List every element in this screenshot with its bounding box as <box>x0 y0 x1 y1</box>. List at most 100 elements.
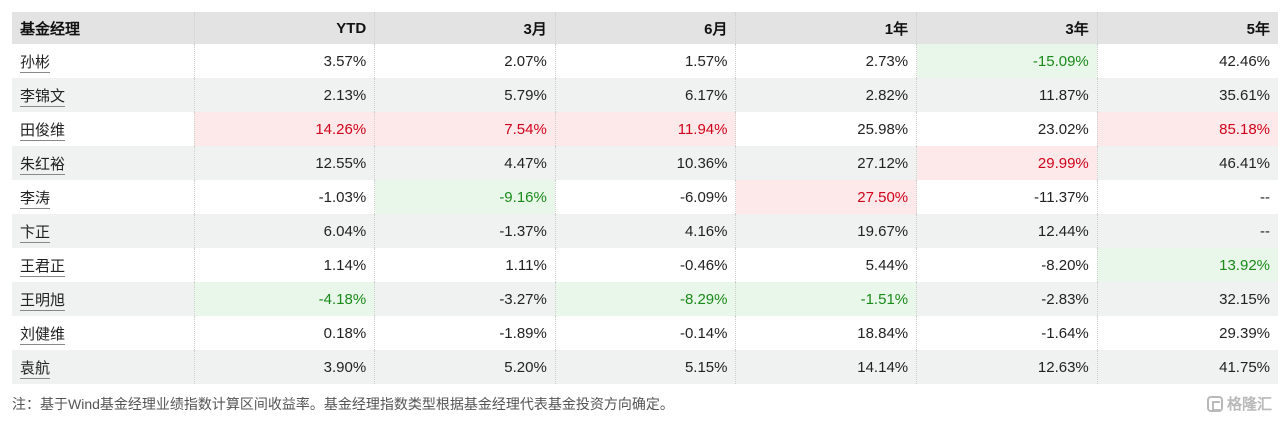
return-cell: -0.14% <box>555 316 737 350</box>
fund-manager-name-cell[interactable]: 王明旭 <box>12 282 195 316</box>
return-cell: 12.44% <box>916 214 1098 248</box>
header-fund-manager[interactable]: 基金经理 <box>12 12 195 44</box>
return-cell: 23.02% <box>916 112 1098 146</box>
return-cell: -1.37% <box>374 214 556 248</box>
gelonghui-logo-icon <box>1206 395 1223 412</box>
return-cell: -9.16% <box>374 180 556 214</box>
fund-manager-link[interactable]: 朱红裕 <box>20 155 66 175</box>
return-cell: 13.92% <box>1097 248 1278 282</box>
return-cell: 46.41% <box>1097 146 1278 180</box>
header-1y[interactable]: 1年 <box>735 12 918 44</box>
return-cell: 42.46% <box>1097 44 1278 78</box>
fund-manager-link[interactable]: 田俊维 <box>20 121 66 141</box>
header-5y[interactable]: 5年 <box>1097 12 1278 44</box>
return-cell: 41.75% <box>1097 350 1278 384</box>
return-cell: 14.14% <box>735 350 918 384</box>
return-cell: -1.03% <box>194 180 376 214</box>
watermark: 格隆汇 <box>1206 393 1272 414</box>
table-header-row: 基金经理 YTD 3月 6月 1年 3年 5年 <box>12 12 1278 44</box>
return-cell: 35.61% <box>1097 78 1278 112</box>
fund-manager-name-cell[interactable]: 王君正 <box>12 248 195 282</box>
return-cell: -6.09% <box>555 180 737 214</box>
return-cell: 19.67% <box>735 214 918 248</box>
fund-manager-name-cell[interactable]: 刘健维 <box>12 316 195 350</box>
return-cell: 32.15% <box>1097 282 1278 316</box>
return-cell: 0.18% <box>194 316 376 350</box>
return-cell: 29.39% <box>1097 316 1278 350</box>
return-cell: -3.27% <box>374 282 556 316</box>
return-cell: -- <box>1097 214 1278 248</box>
fund-manager-link[interactable]: 卞正 <box>20 223 51 243</box>
return-cell: 2.13% <box>194 78 376 112</box>
return-cell: 14.26% <box>194 112 376 146</box>
return-cell: -1.89% <box>374 316 556 350</box>
return-cell: 11.94% <box>555 112 737 146</box>
return-cell: 6.04% <box>194 214 376 248</box>
return-cell: 27.12% <box>735 146 918 180</box>
fund-manager-name-cell[interactable]: 朱红裕 <box>12 146 195 180</box>
return-cell: 5.15% <box>555 350 737 384</box>
return-cell: 27.50% <box>735 180 918 214</box>
fund-manager-name-cell[interactable]: 卞正 <box>12 214 195 248</box>
table-row: 卞正 6.04% -1.37% 4.16% 19.67% 12.44% -- <box>12 214 1278 248</box>
table-row: 王明旭 -4.18% -3.27% -8.29% -1.51% -2.83% 32.15% <box>12 282 1278 316</box>
header-3y[interactable]: 3年 <box>916 12 1098 44</box>
fund-manager-name-cell[interactable]: 李锦文 <box>12 78 195 112</box>
fund-manager-link[interactable]: 王君正 <box>20 257 66 277</box>
fund-manager-name-cell[interactable]: 孙彬 <box>12 44 195 78</box>
header-3m[interactable]: 3月 <box>374 12 556 44</box>
fund-manager-name-cell[interactable]: 袁航 <box>12 350 195 384</box>
header-6m[interactable]: 6月 <box>555 12 737 44</box>
return-cell: -0.46% <box>555 248 737 282</box>
return-cell: 12.55% <box>194 146 376 180</box>
watermark-text: 格隆汇 <box>1226 396 1272 413</box>
return-cell: 5.79% <box>374 78 556 112</box>
table-row: 孙彬 3.57% 2.07% 1.57% 2.73% -15.09% 42.46% <box>12 44 1278 78</box>
return-cell: 5.44% <box>735 248 918 282</box>
return-cell: 1.57% <box>555 44 737 78</box>
return-cell: 25.98% <box>735 112 918 146</box>
return-cell: -11.37% <box>916 180 1098 214</box>
return-cell: -4.18% <box>194 282 376 316</box>
fund-manager-link[interactable]: 李锦文 <box>20 87 66 107</box>
fund-manager-link[interactable]: 王明旭 <box>20 291 66 311</box>
fund-manager-name-cell[interactable]: 李涛 <box>12 180 195 214</box>
return-cell: 1.14% <box>194 248 376 282</box>
table-row: 田俊维 14.26% 7.54% 11.94% 25.98% 23.02% 85.18% <box>12 112 1278 146</box>
fund-manager-link[interactable]: 袁航 <box>20 359 51 379</box>
return-cell: 6.17% <box>555 78 737 112</box>
return-cell: -8.29% <box>555 282 737 316</box>
fund-manager-link[interactable]: 李涛 <box>20 189 51 209</box>
return-cell: 2.07% <box>374 44 556 78</box>
return-cell: -8.20% <box>916 248 1098 282</box>
return-cell: 12.63% <box>916 350 1098 384</box>
table-row: 王君正 1.14% 1.11% -0.46% 5.44% -8.20% 13.92% <box>12 248 1278 282</box>
return-cell: -1.51% <box>735 282 918 316</box>
return-cell: -- <box>1097 180 1278 214</box>
table-row: 刘健维 0.18% -1.89% -0.14% 18.84% -1.64% 29.39% <box>12 316 1278 350</box>
return-cell: 11.87% <box>916 78 1098 112</box>
header-ytd[interactable]: YTD <box>194 12 376 44</box>
return-cell: 18.84% <box>735 316 918 350</box>
table-row: 李涛 -1.03% -9.16% -6.09% 27.50% -11.37% -- <box>12 180 1278 214</box>
return-cell: -15.09% <box>916 44 1098 78</box>
return-cell: 85.18% <box>1097 112 1278 146</box>
fund-manager-performance-table: 基金经理 YTD 3月 6月 1年 3年 5年 孙彬 3.57% 2.07% 1.57… <box>12 12 1278 384</box>
return-cell: 4.16% <box>555 214 737 248</box>
return-cell: 29.99% <box>916 146 1098 180</box>
return-cell: -1.64% <box>916 316 1098 350</box>
fund-manager-link[interactable]: 刘健维 <box>20 325 66 345</box>
return-cell: -2.83% <box>916 282 1098 316</box>
return-cell: 3.90% <box>194 350 376 384</box>
return-cell: 7.54% <box>374 112 556 146</box>
return-cell: 2.82% <box>735 78 918 112</box>
return-cell: 2.73% <box>735 44 918 78</box>
return-cell: 5.20% <box>374 350 556 384</box>
return-cell: 10.36% <box>555 146 737 180</box>
return-cell: 3.57% <box>194 44 376 78</box>
return-cell: 4.47% <box>374 146 556 180</box>
fund-manager-name-cell[interactable]: 田俊维 <box>12 112 195 146</box>
table-body: 孙彬 3.57% 2.07% 1.57% 2.73% -15.09% 42.46% 李锦文 2.… <box>12 44 1278 384</box>
table-row: 袁航 3.90% 5.20% 5.15% 14.14% 12.63% 41.75% <box>12 350 1278 384</box>
fund-manager-link[interactable]: 孙彬 <box>20 53 51 73</box>
